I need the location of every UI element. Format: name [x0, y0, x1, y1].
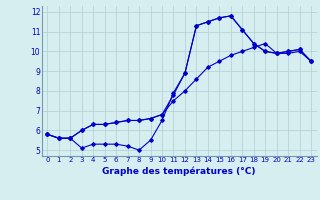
X-axis label: Graphe des températures (°C): Graphe des températures (°C): [102, 166, 256, 176]
